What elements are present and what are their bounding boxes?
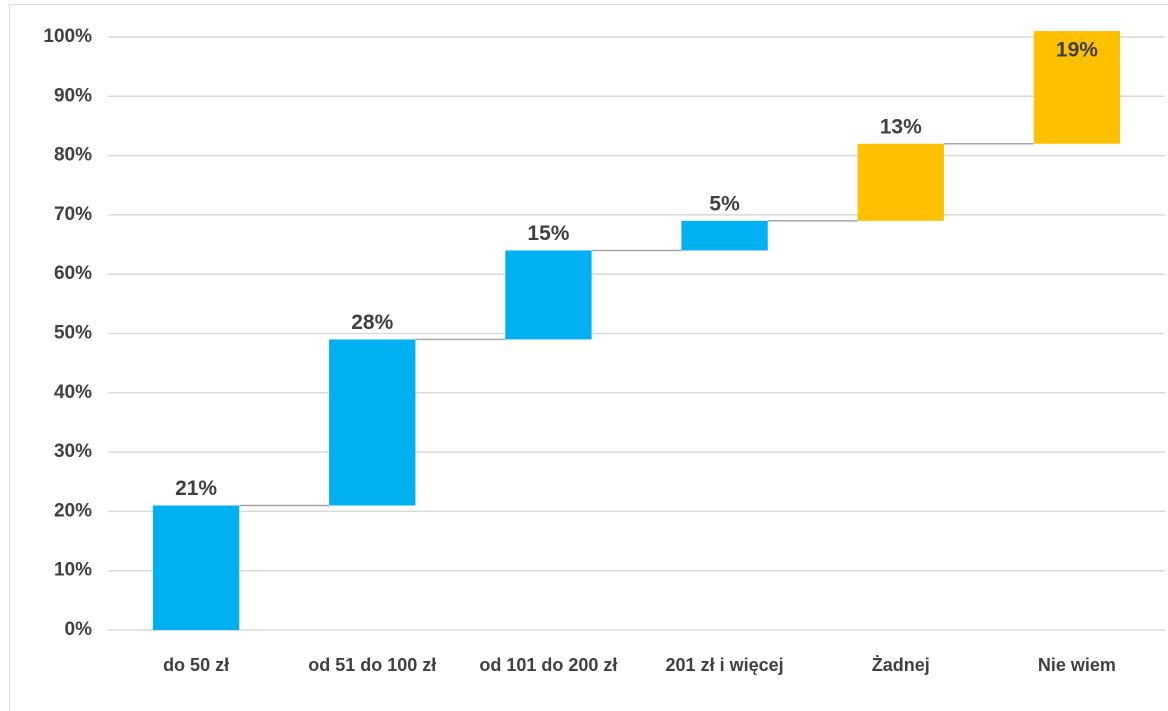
value-label: 13% <box>880 115 922 138</box>
y-tick-label: 70% <box>54 204 92 225</box>
y-tick-label: 80% <box>54 145 92 166</box>
value-label: 5% <box>709 192 740 215</box>
value-label: 15% <box>527 222 569 245</box>
y-tick-label: 30% <box>54 441 92 462</box>
y-tick-label: 60% <box>54 263 92 284</box>
value-label: 21% <box>175 477 217 500</box>
x-tick-label: do 50 zł <box>163 655 229 675</box>
chart-frame <box>9 4 1168 711</box>
value-label: 19% <box>1056 39 1098 62</box>
bar <box>681 220 768 251</box>
y-tick-label: 50% <box>54 323 92 344</box>
y-tick-label: 0% <box>65 619 93 640</box>
bar <box>1033 31 1121 144</box>
bar <box>857 143 944 221</box>
y-tick-label: 100% <box>43 26 92 47</box>
x-tick-label: Nie wiem <box>1038 655 1116 675</box>
bar <box>152 505 240 630</box>
value-label: 28% <box>351 311 393 334</box>
y-tick-label: 10% <box>54 560 92 581</box>
x-tick-label: od 101 do 200 zł <box>479 655 617 675</box>
y-tick-label: 90% <box>54 85 92 106</box>
x-tick-label: 201 zł i więcej <box>666 655 784 675</box>
y-tick-label: 20% <box>54 500 92 521</box>
bar <box>505 250 592 340</box>
bar <box>329 339 416 506</box>
y-tick-label: 40% <box>54 382 92 403</box>
x-tick-label: Żadnej <box>872 655 930 675</box>
x-tick-label: od 51 do 100 zł <box>308 655 436 675</box>
